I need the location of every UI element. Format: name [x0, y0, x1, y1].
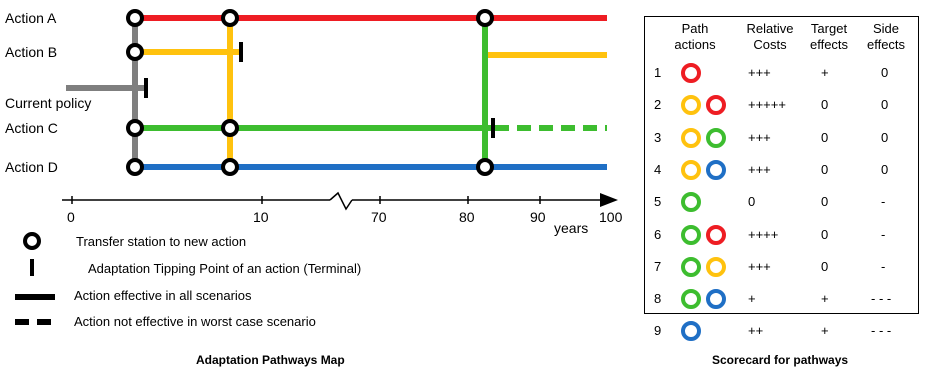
- scorecard-table: Path actions Relative Costs Target effec…: [644, 16, 919, 342]
- scorecard-row: 2 +++++ 0 0: [645, 95, 918, 116]
- axis-arrow: [600, 193, 618, 207]
- legend-transfer-text: Transfer station to new action: [76, 234, 247, 249]
- relative-cost: +: [748, 291, 756, 307]
- action-d-label: Action D: [5, 159, 58, 175]
- yellow-action-circle-icon: [681, 127, 701, 148]
- axis-unit-label: years: [554, 220, 589, 236]
- row-number: 4: [654, 161, 662, 177]
- scorecard-caption: Scorecard for pathways: [712, 353, 849, 367]
- side-effect: 0: [881, 129, 889, 145]
- tick-label: 70: [371, 209, 387, 225]
- header-relative-costs: Relative Costs: [746, 21, 794, 52]
- target-effect: +: [821, 65, 829, 80]
- scorecard-row: 1 +++ +0: [645, 63, 918, 83]
- row-number: 1: [654, 65, 662, 80]
- action-c-label: Action C: [5, 120, 58, 136]
- scorecard-row: 7 +++ 0 -: [645, 256, 918, 277]
- tick-label: 0: [67, 209, 75, 225]
- row-number: 5: [654, 194, 662, 210]
- tick-label: 90: [530, 209, 546, 225]
- red-action-circle-icon: [681, 63, 701, 83]
- relative-cost: +++: [748, 65, 771, 80]
- yellow-action-circle-icon: [681, 159, 701, 180]
- side-effect: 0: [881, 161, 889, 177]
- blue-action-circle-icon: [706, 289, 726, 310]
- scorecard-row: 9 ++ + - - -: [645, 321, 918, 342]
- header-target-effects: Target effects: [809, 21, 849, 52]
- action-a-label: Action A: [5, 10, 57, 26]
- station-a-1: [126, 9, 144, 27]
- green-action-circle-icon: [681, 289, 701, 310]
- relative-cost: +++: [748, 258, 771, 274]
- station-d-2: [221, 158, 239, 176]
- relative-cost: +++: [748, 129, 771, 145]
- target-effect: 0: [821, 161, 829, 177]
- blue-action-circle-icon: [706, 159, 726, 180]
- station-b-1: [126, 43, 144, 61]
- station-a-2: [221, 9, 239, 27]
- yellow-action-circle-icon: [681, 95, 701, 116]
- scorecard-row: 4 +++ 0 0: [645, 159, 918, 180]
- scorecard-row: 5 0 0 -: [645, 192, 918, 213]
- target-effect: 0: [821, 258, 829, 274]
- target-effect: +: [821, 291, 829, 307]
- station-a-3: [476, 9, 494, 27]
- station-c-2: [221, 119, 239, 137]
- action-b-label: Action B: [5, 44, 58, 60]
- tick-label: 100: [599, 209, 623, 225]
- station-d-3: [476, 158, 494, 176]
- time-axis: [62, 191, 600, 211]
- header-side-effects: Side effects: [866, 21, 906, 52]
- station-c-1: [126, 119, 144, 137]
- scorecard-row: 8 + + - - -: [645, 289, 918, 310]
- scorecard-row: 6 ++++ 0 -: [645, 224, 918, 245]
- target-effect: 0: [821, 129, 829, 145]
- relative-cost: ++: [748, 323, 764, 339]
- legend-dashed-text: Action not effective in worst case scena…: [74, 314, 316, 329]
- yellow-action-circle-icon: [706, 256, 726, 277]
- scorecard-row: 3 +++ 0 0: [645, 127, 918, 148]
- target-effect: 0: [821, 226, 829, 242]
- row-number: 6: [654, 226, 662, 242]
- side-effect: -: [881, 194, 886, 210]
- transfer-stations: [126, 9, 494, 176]
- green-action-circle-icon: [681, 224, 701, 245]
- row-number: 2: [654, 97, 662, 113]
- header-path-actions: Path actions: [674, 21, 716, 52]
- green-action-circle-icon: [706, 127, 726, 148]
- red-action-circle-icon: [706, 95, 726, 116]
- target-effect: +: [821, 323, 829, 339]
- side-effect: -: [881, 258, 886, 274]
- side-effect: -: [881, 226, 886, 242]
- legend-tipping-text: Adaptation Tipping Point of an action (T…: [88, 261, 362, 276]
- relative-cost: +++++: [748, 97, 786, 113]
- current-policy-label: Current policy: [5, 95, 92, 111]
- green-action-circle-icon: [681, 256, 701, 277]
- side-effect: - - -: [871, 291, 892, 307]
- row-number: 8: [654, 291, 662, 307]
- side-effect: 0: [881, 97, 889, 113]
- row-number: 3: [654, 129, 662, 145]
- tick-label: 80: [459, 209, 475, 225]
- tick-label: 10: [253, 209, 269, 225]
- station-d-1: [126, 158, 144, 176]
- pathways-diagram: [15, 9, 618, 325]
- relative-cost: +++: [748, 161, 771, 177]
- adaptation-pathways-map: Action A Action B Current policy Action …: [5, 9, 623, 367]
- green-action-circle-icon: [681, 192, 701, 213]
- side-effect: 0: [881, 65, 889, 80]
- side-effect: - - -: [871, 323, 892, 339]
- row-number: 9: [654, 323, 662, 339]
- target-effect: 0: [821, 194, 829, 210]
- target-effect: 0: [821, 97, 829, 113]
- blue-action-circle-icon: [681, 321, 701, 342]
- relative-cost: 0: [748, 194, 756, 210]
- row-number: 7: [654, 258, 662, 274]
- map-caption: Adaptation Pathways Map: [196, 353, 345, 367]
- red-action-circle-icon: [706, 224, 726, 245]
- relative-cost: ++++: [748, 226, 779, 242]
- legend-solid-text: Action effective in all scenarios: [74, 288, 252, 303]
- legend-transfer-symbol: [23, 232, 41, 250]
